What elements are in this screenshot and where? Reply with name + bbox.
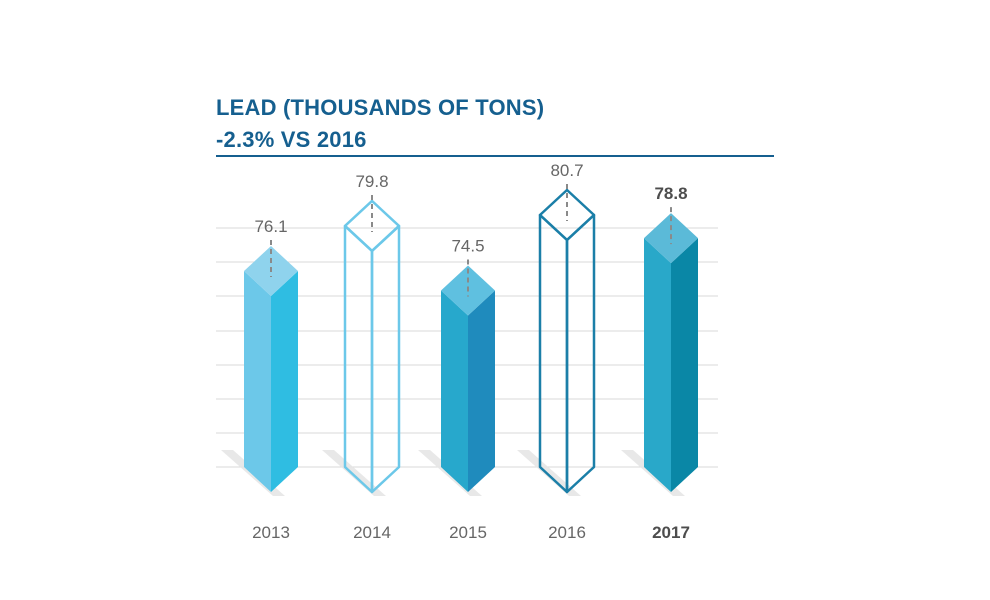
category-label: 2017 (652, 523, 690, 542)
category-label: 2015 (449, 523, 487, 542)
bar-outline-right (370, 224, 401, 494)
value-label: 76.1 (254, 217, 287, 236)
bar-left-face (644, 238, 671, 492)
bar-right-face (271, 271, 298, 492)
bar-outline (538, 188, 596, 494)
bar-left-face (441, 290, 468, 492)
title-underline (216, 155, 774, 157)
category-label: 2016 (548, 523, 586, 542)
bar-right-face (671, 238, 698, 492)
value-label: 74.5 (451, 236, 484, 255)
value-label: 80.7 (550, 161, 583, 180)
labels: 76.1 2013 79.8 2014 74.5 2015 80.7 2016 78.8 2017 (252, 161, 690, 542)
chart-title-block: LEAD (THOUSANDS OF TONS) -2.3% VS 2016 (216, 92, 774, 156)
bar-outline (343, 199, 401, 494)
value-label: 79.8 (355, 172, 388, 191)
bars (244, 188, 698, 494)
bar-shadow (322, 450, 386, 496)
chart-subtitle: -2.3% VS 2016 (216, 127, 367, 152)
bar-outline-left (538, 213, 569, 494)
bar-left-face (244, 271, 271, 492)
category-label: 2014 (353, 523, 391, 542)
chart-title: LEAD (THOUSANDS OF TONS) (216, 95, 545, 120)
category-label: 2013 (252, 523, 290, 542)
bar-shadow (517, 450, 581, 496)
value-label: 78.8 (654, 184, 687, 203)
bar-right-face (468, 290, 495, 492)
bar-outline-right (565, 213, 596, 494)
bar-outline-left (343, 224, 374, 494)
